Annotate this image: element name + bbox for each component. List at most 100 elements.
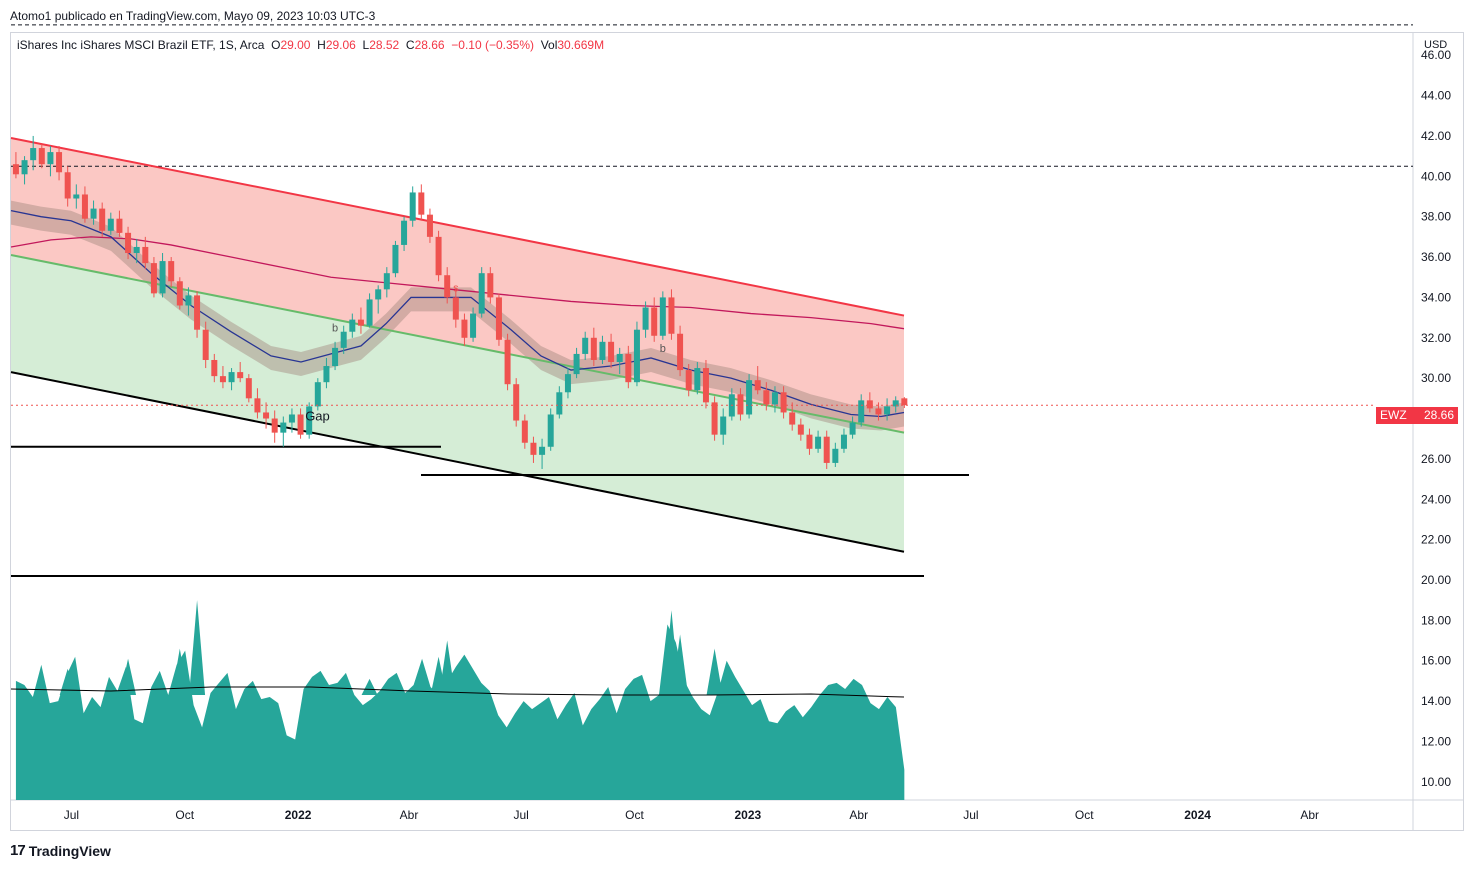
candle-body	[81, 194, 88, 219]
candle-body	[194, 295, 201, 330]
price-tag-symbol: EWZ	[1380, 408, 1407, 422]
candle-body	[211, 359, 218, 377]
candle-body	[901, 398, 908, 406]
candle-body	[142, 246, 149, 264]
candle-body	[280, 422, 287, 433]
candle-body	[176, 281, 183, 306]
candle-body	[659, 297, 666, 336]
legend-high-value: 29.06	[325, 38, 356, 52]
candle-body	[288, 414, 295, 423]
last-price-tag: EWZ 28.66	[1376, 407, 1458, 424]
candle-body	[107, 218, 114, 231]
candle-body	[840, 434, 847, 449]
x-tick-label: Abr	[400, 808, 419, 822]
y-tick-label: 38.00	[1421, 210, 1451, 224]
candle-body	[185, 295, 192, 306]
candle-body	[426, 214, 433, 237]
x-tick-label: Oct	[1075, 808, 1094, 822]
candle-body	[478, 273, 485, 314]
channel-lower-line	[10, 371, 905, 553]
volume-peak	[189, 600, 206, 696]
y-tick-label: 40.00	[1421, 169, 1451, 183]
legend-change: −0.10 (−0.35%)	[451, 38, 535, 52]
candle-body	[444, 275, 451, 298]
candle-body	[47, 152, 54, 165]
ma-long-line	[10, 236, 905, 330]
candle-body	[780, 392, 787, 413]
legend-vol-label: Vol	[540, 38, 558, 52]
candle-body	[228, 372, 235, 383]
y-tick-label: 36.00	[1421, 250, 1451, 264]
candle-body	[435, 236, 442, 276]
x-tick-label: Jul	[513, 808, 528, 822]
legend-high-label: H	[317, 38, 326, 52]
x-tick-label: 2023	[734, 808, 761, 822]
gap-annotation: Gap	[305, 409, 330, 424]
candle-body	[815, 436, 822, 449]
candle-body	[513, 384, 520, 421]
x-tick-label: Oct	[175, 808, 194, 822]
candle-body	[564, 374, 571, 393]
y-tick-label: 12.00	[1421, 734, 1451, 748]
candle-body	[625, 353, 632, 383]
candle-body	[125, 232, 132, 254]
candle-body	[409, 192, 416, 221]
candle-body	[573, 353, 580, 375]
legend-low-label: L	[362, 38, 370, 52]
candle-body	[599, 341, 606, 360]
y-tick-label: 44.00	[1421, 89, 1451, 103]
y-tick-label: 24.00	[1421, 492, 1451, 506]
candle-body	[823, 436, 830, 463]
candle-body	[150, 263, 157, 294]
brand-name: TradingView	[28, 842, 111, 859]
legend-open-value: 29.00	[280, 38, 311, 52]
y-tick-label: 18.00	[1421, 613, 1451, 627]
legend-low-value: 28.52	[369, 38, 400, 52]
candle-body	[56, 152, 63, 173]
candle-body	[806, 434, 813, 449]
volume-peak	[59, 668, 76, 696]
volume-area	[15, 624, 905, 800]
x-tick-label: 2022	[285, 808, 312, 822]
candle-body	[73, 194, 80, 199]
candle-body	[884, 406, 891, 415]
candle-body	[470, 313, 477, 338]
candle-body	[858, 400, 865, 423]
y-tick-label: 16.00	[1421, 654, 1451, 668]
volume-peak	[439, 640, 456, 696]
x-tick-label: 2024	[1184, 808, 1211, 822]
candle-body	[306, 406, 313, 435]
y-tick-label: 46.00	[1421, 48, 1451, 62]
candle-body	[340, 331, 347, 348]
candle-body	[133, 246, 140, 254]
candle-body	[771, 392, 778, 405]
volume-peak	[672, 634, 689, 696]
volume-peak	[361, 678, 378, 696]
volume-peak	[120, 658, 137, 696]
candle-body	[38, 148, 45, 165]
tradingview-logo-icon: 17	[10, 842, 26, 859]
buy-signal-marker: b	[660, 343, 666, 355]
candle-body	[849, 422, 856, 435]
candle-body	[245, 378, 252, 399]
y-tick-label: 26.00	[1421, 452, 1451, 466]
candle-body	[685, 370, 692, 391]
candle-body	[383, 273, 390, 290]
candle-body	[651, 307, 658, 336]
y-tick-label: 14.00	[1421, 694, 1451, 708]
candle-body	[323, 366, 330, 383]
candle-body	[418, 192, 425, 215]
candle-body	[642, 307, 649, 330]
candle-body	[797, 424, 804, 435]
chart-frame	[10, 32, 1464, 831]
sell-signal-marker: s	[117, 224, 123, 236]
publisher-line: Atomo1 publicado en TradingView.com, May…	[10, 9, 376, 23]
candle-body	[375, 289, 382, 300]
ichimoku-cloud	[11, 200, 904, 431]
footer-brand[interactable]: 17 TradingView	[10, 842, 111, 859]
y-tick-label: 30.00	[1421, 371, 1451, 385]
candle-body	[401, 220, 408, 245]
y-tick-label: 34.00	[1421, 290, 1451, 304]
legend-close-value: 28.66	[414, 38, 445, 52]
